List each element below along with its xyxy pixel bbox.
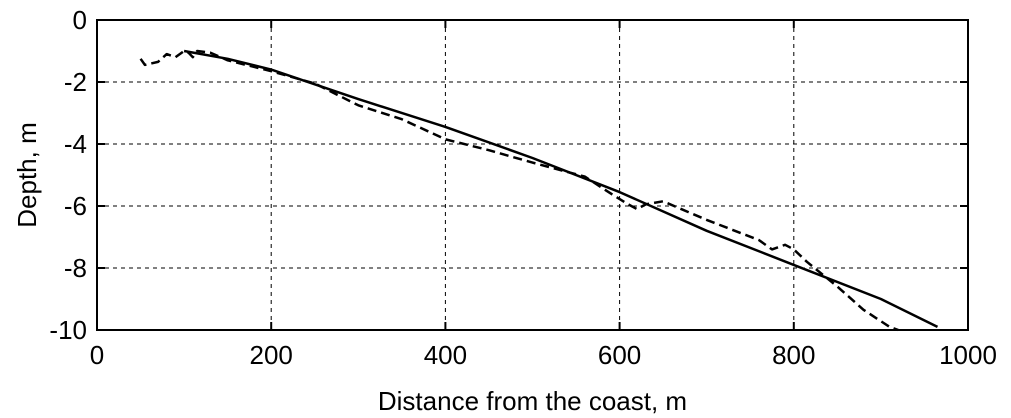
x-tick-label: 400	[424, 340, 467, 370]
axis-ticks	[96, 19, 969, 331]
plot-frame	[96, 19, 969, 331]
x-axis-title: Distance from the coast, m	[378, 386, 687, 416]
y-tick-label: -4	[64, 129, 87, 159]
x-tick-label: 1000	[939, 340, 997, 370]
x-tick-label: 200	[250, 340, 293, 370]
y-tick-label: -6	[64, 191, 87, 221]
y-axis-title: Depth, m	[12, 122, 42, 228]
y-tick-labels: 0 -2 -4 -6 -8 -10	[49, 5, 87, 345]
series-line-solid	[183, 49, 939, 329]
x-tick-label: 800	[772, 340, 815, 370]
y-tick-label: -10	[49, 315, 87, 345]
series-lines	[139, 49, 939, 332]
x-tick-labels: 0 200 400 600 800 1000	[90, 340, 997, 370]
y-tick-label: 0	[73, 5, 87, 35]
x-tick-label: 600	[598, 340, 641, 370]
y-tick-label: -2	[64, 67, 87, 97]
y-tick-label: -8	[64, 253, 87, 283]
x-tick-label: 0	[90, 340, 104, 370]
grid-lines	[97, 20, 968, 330]
series-line-dashed	[139, 49, 899, 332]
